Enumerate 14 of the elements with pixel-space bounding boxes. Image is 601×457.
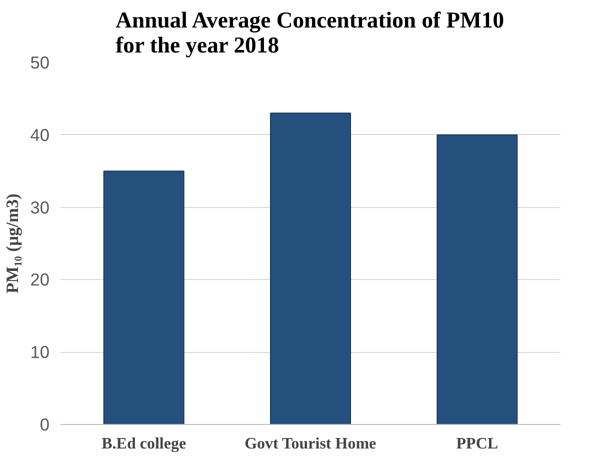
y-tick-label: 50 bbox=[30, 52, 50, 72]
y-tick-label: 10 bbox=[30, 342, 50, 362]
y-axis-title: PM₁₀ (µg/m3) bbox=[3, 193, 22, 294]
bar bbox=[270, 112, 351, 424]
x-tick-label: B.Ed college bbox=[102, 436, 186, 452]
y-tick-label: 40 bbox=[30, 124, 50, 145]
bar bbox=[436, 134, 518, 424]
bar bbox=[103, 170, 184, 424]
y-tick-label: 20 bbox=[30, 270, 50, 290]
y-tick-label: 30 bbox=[30, 197, 50, 218]
x-tick-label: PPCL bbox=[456, 436, 498, 452]
chart-title: Annual Average Concentration of PM10 for the year 2018 bbox=[116, 8, 504, 58]
x-tick-label: Govt Tourist Home bbox=[244, 436, 376, 452]
y-tick-label: 0 bbox=[40, 414, 50, 434]
